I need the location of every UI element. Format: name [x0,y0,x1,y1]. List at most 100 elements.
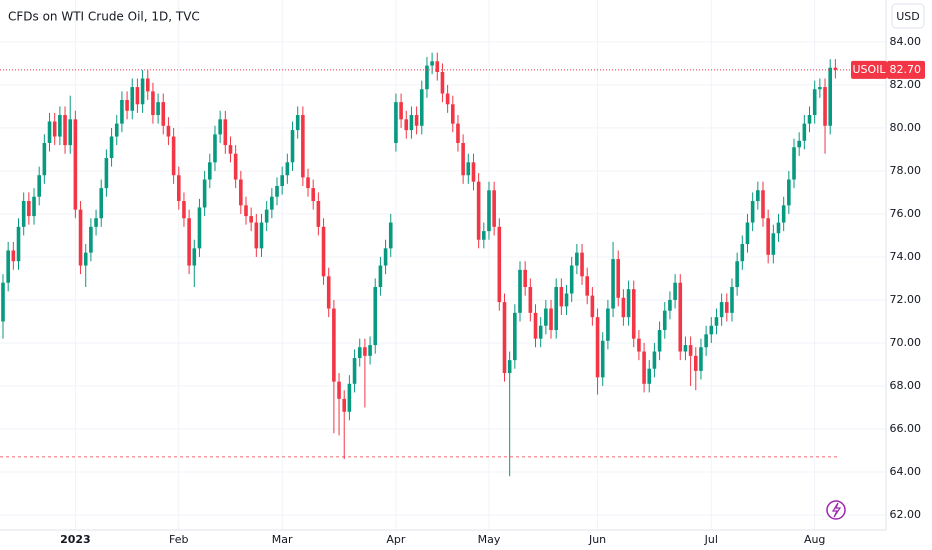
candle-body [564,293,569,307]
events-icon[interactable] [826,500,846,520]
candle-body [569,265,574,294]
candle-body [295,115,300,131]
candle-body [833,67,838,70]
candle-body [363,347,367,356]
candle-body [316,201,321,227]
y-tick-label: 72.00 [890,293,922,306]
candle-body [466,162,471,176]
candle-body [83,252,88,266]
candle-body [285,162,290,176]
candle-body [135,87,140,105]
candle-body [78,209,83,266]
candle-body [383,248,388,266]
candle-body [208,162,212,180]
candle-body [47,121,52,143]
candle-body [812,89,817,116]
candle-body [301,115,305,178]
candle-body [182,201,186,219]
x-tick-label: May [478,533,501,546]
candle-body [575,252,579,266]
candle-body [704,334,708,348]
y-tick-label: 62.00 [890,508,922,521]
candle-body [631,289,636,339]
y-tick-label: 74.00 [890,250,922,263]
candle-body [249,216,253,223]
candle-body [125,99,129,111]
y-tick-label: 68.00 [890,379,922,392]
candle-body [802,123,807,141]
candle-body [156,102,160,116]
candle-body [228,145,233,154]
candle-body [99,188,104,219]
candle-body [771,233,776,255]
x-tick-label: Jul [704,533,718,546]
candle-body [145,78,150,92]
candle-body [239,179,243,206]
candle-body [807,115,812,124]
candle-body [828,67,832,126]
candle-body [657,330,662,352]
candle-body [197,207,202,249]
candle-body [554,287,558,331]
candle-body [378,265,383,288]
symbol-label: USOIL [852,63,886,76]
candle-body [233,153,238,180]
candle-body [109,136,114,159]
candle-body [719,302,724,318]
candle-body [306,177,310,189]
candle-body [94,218,98,227]
candle-body [114,123,119,137]
candle-body [223,119,228,146]
x-tick-label: Mar [272,533,293,546]
candle-body [662,310,667,331]
candle-body [32,196,36,217]
candle-body [440,72,445,94]
candle-body [621,297,626,318]
y-tick-label: 84.00 [890,35,922,48]
candle-body [435,61,440,73]
candle-body [414,115,419,126]
candle-body [259,222,264,249]
candle-body [6,250,10,283]
candle-body [818,87,822,90]
candle-body [357,347,362,358]
last-price-label: 82.70 [890,63,922,76]
candle-body [409,115,414,131]
candle-body [709,325,714,335]
candle-body [388,222,393,249]
symbol-tag [851,60,887,79]
candle-body [270,196,274,210]
candle-body [538,325,543,339]
candle-body [606,308,610,341]
candle-body [290,130,295,163]
candle-body [482,231,486,240]
candle-body [264,209,269,223]
candle-body [616,259,621,298]
candle-body [42,142,47,176]
candle-body [187,218,191,266]
candle-body [352,357,357,384]
candle-body [678,282,683,352]
candle-body [1,282,5,322]
candle-body [166,125,171,137]
candle-body [192,248,197,266]
candle-body [140,78,145,105]
candle-body [58,115,62,137]
x-tick-label: Feb [169,533,188,546]
candle-body [776,222,781,234]
candle-body [68,119,73,146]
candle-body [611,259,615,309]
candle-body [585,276,590,296]
x-tick-label: Aug [804,533,825,546]
candle-body [368,345,372,356]
currency-button[interactable] [891,3,925,29]
candle-body [213,134,217,163]
candle-body [497,226,502,303]
candle-body [668,299,672,311]
y-tick-label: 70.00 [890,336,922,349]
candle-body [652,351,657,369]
candle-body [735,261,739,288]
candle-body [492,190,496,227]
y-tick-label: 80.00 [890,121,922,134]
